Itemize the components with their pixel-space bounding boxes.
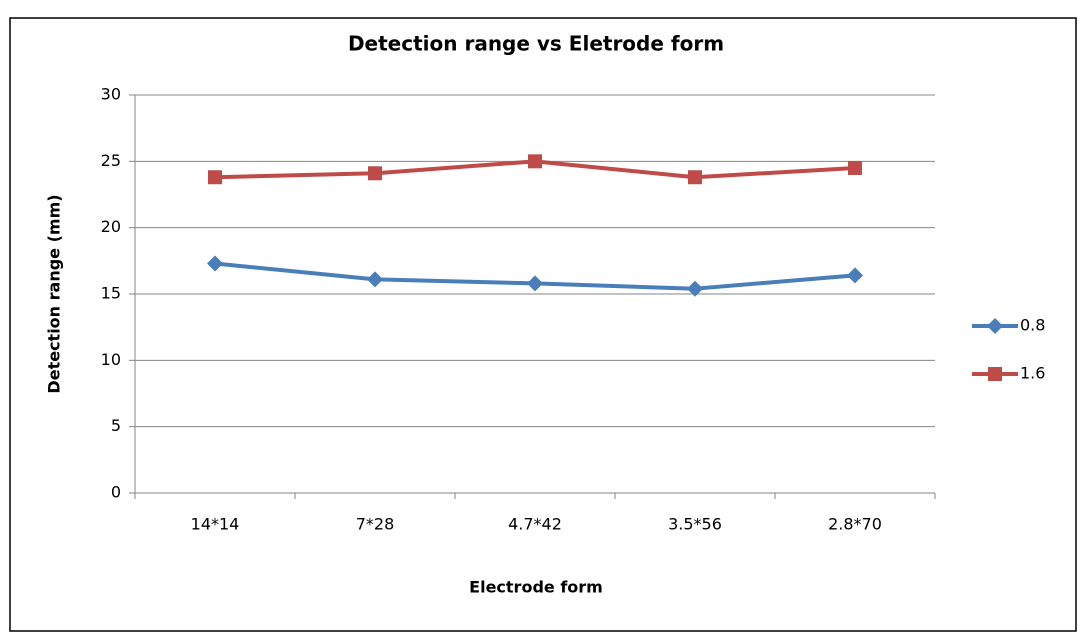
x-tick-label: 7*28 [356, 515, 395, 534]
x-tick-label: 3.5*56 [668, 515, 722, 534]
legend-label: 0.8 [1020, 316, 1045, 335]
y-tick-label: 30 [101, 85, 121, 104]
y-axis-title: Detection range (mm) [45, 194, 64, 393]
legend-label: 1.6 [1020, 364, 1045, 383]
y-tick-label: 25 [101, 151, 121, 170]
x-axis-title: Electrode form [469, 578, 603, 597]
y-tick-label: 5 [111, 416, 121, 435]
point [368, 166, 382, 181]
legend-marker [987, 318, 1003, 334]
point [528, 154, 542, 169]
x-tick-label: 4.7*42 [508, 515, 562, 534]
point [367, 271, 383, 288]
point [208, 170, 222, 185]
x-tick-label: 14*14 [191, 515, 240, 534]
y-tick-label: 20 [101, 217, 121, 236]
x-tick-label: 2.8*70 [828, 515, 882, 534]
point [688, 170, 702, 185]
point [847, 267, 863, 284]
point [527, 275, 543, 292]
point [848, 160, 862, 175]
legend-marker [988, 367, 1002, 381]
y-tick-label: 10 [101, 350, 121, 369]
point [687, 280, 703, 297]
point [207, 255, 223, 272]
y-tick-label: 0 [111, 483, 121, 502]
chart-frame [9, 17, 1077, 632]
chart-title: Detection range vs Eletrode form [348, 32, 724, 56]
y-tick-label: 15 [101, 284, 121, 303]
